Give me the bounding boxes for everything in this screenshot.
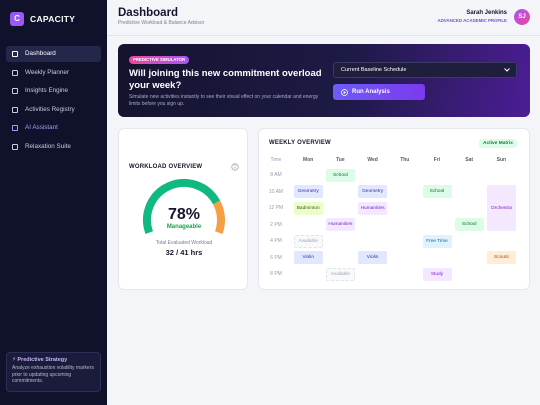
nav-icon: [12, 106, 18, 113]
time-label: 4 PM: [270, 238, 282, 244]
simulator-badge: PREDICTIVE SIMULATOR: [129, 56, 190, 64]
schedule-select[interactable]: Current Baseline Schedule: [333, 62, 517, 78]
nav-label: Activities Registry: [25, 105, 75, 113]
event[interactable]: Study: [422, 267, 452, 281]
column-header: Fri: [433, 157, 441, 163]
event[interactable]: Orchestra: [486, 185, 516, 231]
info-icon[interactable]: [231, 163, 239, 171]
nav-item[interactable]: Insights Engine: [6, 83, 101, 99]
nav-icon: [12, 88, 18, 94]
user-role: ADVANCED ACADEMIC PROFILE: [437, 18, 507, 23]
header-divider: [107, 35, 540, 36]
event[interactable]: Violin: [358, 251, 388, 264]
event[interactable]: School: [325, 168, 355, 182]
event[interactable]: Geometry: [293, 185, 323, 198]
event[interactable]: Scouts: [486, 251, 516, 264]
column-header: Thu: [400, 157, 410, 163]
time-label: 6 PM: [270, 254, 282, 261]
strategy-title: ⚡ Predictive Strategy: [12, 357, 68, 363]
event[interactable]: Free Time: [422, 234, 452, 248]
column-header: Tue: [336, 157, 345, 163]
event[interactable]: School: [454, 218, 484, 231]
nav-label: Relaxation Suite: [25, 142, 71, 150]
play-icon: [341, 88, 348, 96]
select-text: Current Baseline Schedule: [341, 67, 407, 73]
gauge: [143, 179, 225, 235]
sidebar: C CAPACITY ⚡ Predictive Strategy Analyze…: [0, 0, 107, 405]
avatar[interactable]: SJ: [514, 9, 530, 25]
time-label: 2 PM: [270, 221, 282, 228]
workload-hours: 32 / 41 hrs: [165, 248, 203, 257]
strategy-text: Analyze exhaustion volatility markers pr…: [12, 365, 94, 384]
gauge-remainder: [212, 200, 225, 235]
event[interactable]: Humanities: [358, 201, 388, 215]
nav-item[interactable]: AI Assistant: [6, 120, 101, 136]
logo: C: [10, 12, 24, 26]
event[interactable]: Badminton: [293, 201, 323, 215]
page-title: Dashboard: [118, 7, 179, 19]
brand-name: CAPACITY: [30, 14, 76, 24]
nav-label: Insights Engine: [25, 87, 69, 94]
nav-item[interactable]: Activities Registry: [6, 102, 101, 118]
event[interactable]: Geometry: [358, 185, 388, 198]
column-header: Sat: [465, 157, 474, 163]
nav-icon: [12, 51, 18, 57]
strategy-card: ⚡ Predictive Strategy Analyze exhaustion…: [6, 352, 101, 392]
nav-icon: [12, 69, 18, 76]
event[interactable]: Humanities: [325, 218, 355, 231]
gauge-value: [143, 179, 221, 235]
workload-percent: 78%: [167, 206, 201, 223]
nav-icon: [12, 125, 18, 131]
event[interactable]: Violin: [293, 251, 323, 264]
time-label: 10 AM: [268, 188, 284, 195]
time-label: 8 PM: [270, 271, 282, 277]
weekly-badge: Active Matrix: [479, 139, 517, 148]
nav-item[interactable]: Weekly Planner: [6, 65, 101, 81]
nav-label: AI Assistant: [25, 124, 58, 131]
column-header: Mon: [303, 157, 314, 163]
page-subtitle: Predictive Workload & Balance Advisor: [118, 20, 205, 26]
nav-item[interactable]: Relaxation Suite: [6, 139, 101, 155]
nav-label: Weekly Planner: [25, 68, 69, 76]
weekly-title: WEEKLY OVERVIEW: [269, 140, 331, 146]
column-header: Wed: [367, 157, 378, 163]
user-name: Sarah Jenkins: [466, 10, 507, 16]
button-text: Run Analysis: [352, 89, 390, 95]
nav-label: Dashboard: [25, 50, 56, 57]
column-header: Sun: [496, 157, 507, 163]
event[interactable]: Available: [325, 267, 355, 281]
workload-card: WORKLOAD OVERVIEW 78% Manageable Total E…: [118, 128, 248, 290]
simulator-text: Simulate new activities instantly to see…: [129, 94, 319, 107]
event[interactable]: Available: [293, 234, 323, 248]
simulator-banner: PREDICTIVE SIMULATOR Will joining this n…: [118, 44, 530, 117]
run-button[interactable]: Run Analysis: [333, 84, 425, 100]
workload-status: Manageable: [166, 224, 202, 230]
time-label: 8 AM: [270, 172, 282, 178]
chevron: [504, 68, 510, 72]
nav-item[interactable]: Dashboard: [6, 46, 101, 62]
simulator-title: Will joining this new commitment overloa…: [129, 68, 322, 91]
column-header: Time: [270, 157, 282, 163]
event[interactable]: School: [422, 185, 452, 198]
workload-title: WORKLOAD OVERVIEW: [129, 164, 203, 170]
weekly-card: WEEKLY OVERVIEW Active Matrix Time Mon Tue…: [258, 128, 530, 290]
time-label: 12 PM: [268, 205, 284, 211]
nav-icon: [12, 143, 18, 150]
workload-caption: Total Evaluated Workload: [155, 240, 213, 246]
